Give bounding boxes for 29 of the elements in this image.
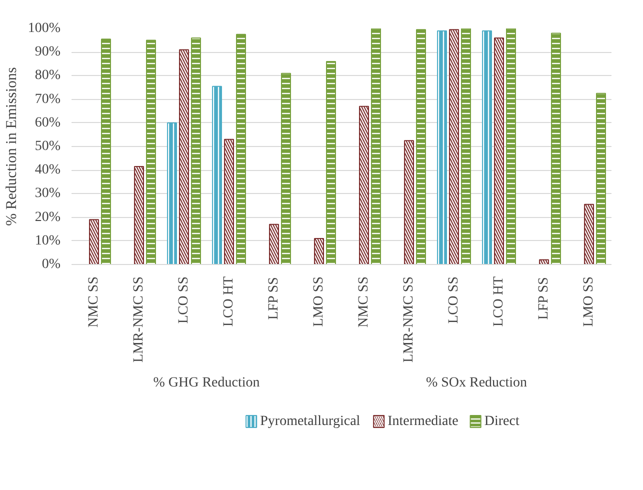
y-axis-title: % Reduction in Emissions <box>4 66 20 226</box>
x-tick-label: LMO SS <box>312 276 326 327</box>
x-tick-label: LCO SS <box>446 276 462 324</box>
x-tick-label: NMC SS <box>356 276 372 328</box>
y-tick-label: 90% <box>34 44 61 60</box>
x-tick-label: LMR-NMC SS <box>132 276 146 362</box>
y-tick-label: 10% <box>34 233 61 248</box>
y-tick-label: 70% <box>34 92 61 107</box>
y-tick-label: 60% <box>34 115 61 130</box>
x-tick-label: LMO SS <box>582 276 596 327</box>
y-tick-label: 20% <box>34 210 61 225</box>
text: % GHG Reduction <box>153 376 260 390</box>
y-tick-label: 40% <box>34 162 61 178</box>
legend-label: Direct <box>484 414 520 429</box>
y-tick-label: 80% <box>34 68 61 84</box>
x-tick-label: LCO HT <box>222 276 236 327</box>
x-tick-label: LFP SS <box>266 277 282 320</box>
text: % SOx Reduction <box>426 376 528 390</box>
x-tick-label: LFP SS <box>536 277 552 320</box>
legend-label: Pyrometallurgical <box>260 414 360 429</box>
y-tick-label: 30% <box>34 186 61 202</box>
x-tick-label: LCO HT <box>492 276 506 327</box>
x-tick-label: LMR-NMC SS <box>402 276 416 362</box>
legend-label: Intermediate <box>388 414 458 429</box>
x-tick-label: LCO SS <box>176 276 192 324</box>
y-tick-label: 100% <box>28 21 61 36</box>
y-tick-label: 50% <box>34 139 61 154</box>
y-tick-label: 0% <box>42 257 61 272</box>
x-tick-label: NMC SS <box>86 276 102 328</box>
